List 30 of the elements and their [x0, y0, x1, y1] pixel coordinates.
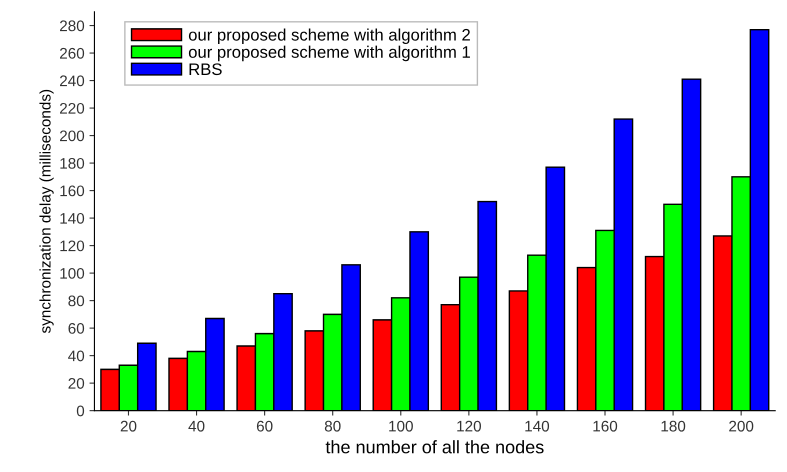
y-tick-label: 220	[60, 102, 84, 114]
x-tick-label: 200	[729, 420, 754, 432]
x-tick-label: 120	[457, 420, 482, 432]
y-tick-label: 40	[68, 350, 84, 362]
legend-label: our proposed scheme with algorithm 1	[188, 46, 470, 62]
y-tick-label: 280	[60, 20, 84, 32]
legend-label: RBS	[190, 63, 222, 76]
x-axis-title: the number of all the nodes	[326, 440, 544, 454]
x-tick-label: 60	[256, 420, 273, 432]
y-tick-label: 20	[68, 378, 84, 389]
y-tick-label: 0	[76, 406, 84, 416]
y-tick-label: 240	[60, 75, 84, 86]
y-tick-label: 200	[60, 130, 84, 142]
x-tick-label: 40	[188, 420, 204, 432]
x-tick-label: 100	[389, 420, 413, 432]
y-tick-label: 180	[60, 158, 84, 169]
y-tick-label: 140	[60, 212, 84, 224]
x-tick-label: 80	[324, 420, 341, 432]
y-tick-label: 100	[60, 268, 84, 279]
x-tick-label: 140	[525, 420, 550, 432]
y-tick-label: 120	[60, 240, 84, 252]
x-tick-label: 180	[662, 420, 686, 432]
y-tick-label: 160	[60, 185, 84, 196]
y-tick-label: 260	[60, 48, 84, 59]
y-tick-label: 80	[68, 295, 84, 306]
y-tick-label: 60	[68, 322, 84, 334]
x-tick-label: 160	[593, 420, 618, 432]
x-tick-label: 20	[120, 420, 136, 432]
y-axis-title: synchronization delay (milliseconds)	[39, 90, 54, 334]
legend-label: our proposed scheme with algorithm 2	[188, 28, 470, 44]
